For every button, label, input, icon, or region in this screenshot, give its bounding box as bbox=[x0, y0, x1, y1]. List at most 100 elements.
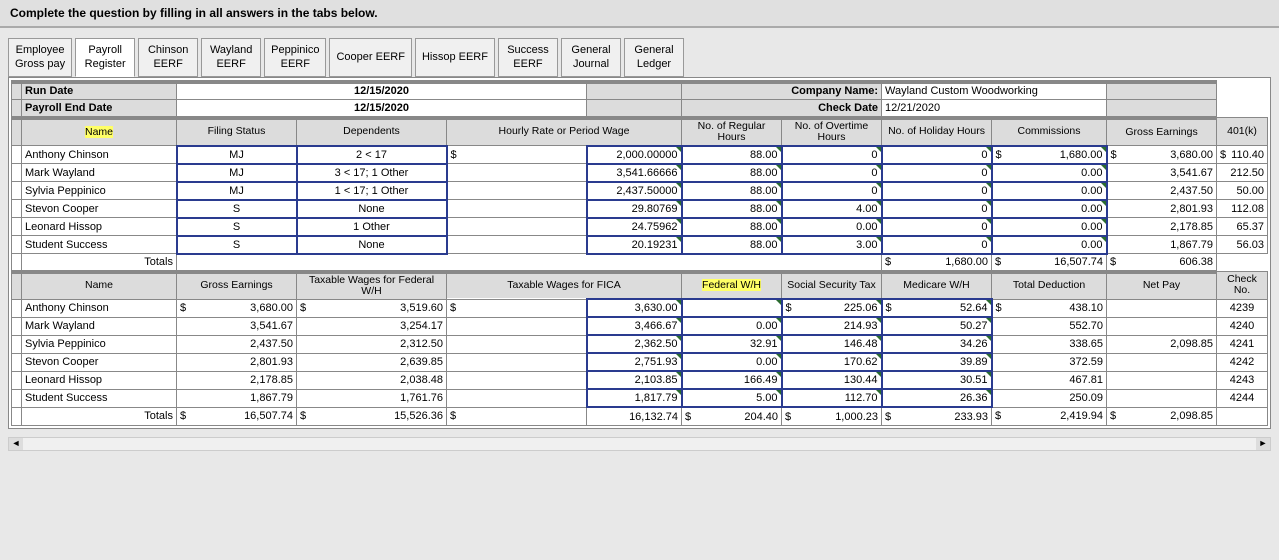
tab-4[interactable]: Peppinico EERF bbox=[264, 38, 326, 77]
t1-comm[interactable]: 0.00 bbox=[992, 200, 1107, 218]
tab-7[interactable]: Success EERF bbox=[498, 38, 558, 77]
t2-med[interactable]: 30.51 bbox=[882, 371, 992, 389]
tab-0[interactable]: Employee Gross pay bbox=[8, 38, 72, 77]
t2-fica[interactable]: 2,362.50 bbox=[587, 335, 682, 353]
t2-col-2: Taxable Wages for Federal W/H bbox=[297, 272, 447, 300]
federal-wh-highlight: Federal W/H bbox=[702, 279, 761, 291]
tab-5[interactable]: Cooper EERF bbox=[329, 38, 411, 77]
t1-ge: 3,541.67 bbox=[1107, 164, 1217, 182]
t2-fica[interactable]: 2,751.93 bbox=[587, 353, 682, 371]
tab-2[interactable]: Chinson EERF bbox=[138, 38, 198, 77]
t2-ss[interactable]: 214.93 bbox=[782, 317, 882, 335]
t1-wage[interactable]: 29.80769 bbox=[587, 200, 682, 218]
t1-wage[interactable]: 20.19231 bbox=[587, 236, 682, 254]
tab-6[interactable]: Hissop EERF bbox=[415, 38, 495, 77]
t2-fica[interactable]: 2,103.85 bbox=[587, 371, 682, 389]
t1-comm[interactable]: 0.00 bbox=[992, 182, 1107, 200]
t2-fwh[interactable]: 166.49 bbox=[682, 371, 782, 389]
tab-9[interactable]: General Ledger bbox=[624, 38, 684, 77]
t2-med[interactable]: 26.36 bbox=[882, 389, 992, 407]
t2-fwh[interactable]: 5.00 bbox=[682, 389, 782, 407]
tab-3[interactable]: Wayland EERF bbox=[201, 38, 261, 77]
t2-fwh[interactable]: 0.00 bbox=[682, 317, 782, 335]
t2-ss[interactable]: 112.70 bbox=[782, 389, 882, 407]
t2-ss[interactable]: 170.62 bbox=[782, 353, 882, 371]
t2-tw: 3,254.17 bbox=[297, 317, 447, 335]
t1-hol[interactable]: 0 bbox=[882, 200, 992, 218]
t2-med[interactable]: 50.27 bbox=[882, 317, 992, 335]
t1-ot[interactable]: 0 bbox=[782, 164, 882, 182]
t2-np bbox=[1107, 389, 1217, 407]
scroll-right-icon[interactable]: ► bbox=[1256, 438, 1270, 450]
t1-col-4: No. of Regular Hours bbox=[682, 118, 782, 146]
t1-ot[interactable]: 0.00 bbox=[782, 218, 882, 236]
t2-med[interactable]: 34.26 bbox=[882, 335, 992, 353]
t1-col-1: Filing Status bbox=[177, 118, 297, 146]
tab-8[interactable]: General Journal bbox=[561, 38, 621, 77]
t1-dep[interactable]: 3 < 17; 1 Other bbox=[297, 164, 447, 182]
t2-fica[interactable]: 3,466.67 bbox=[587, 317, 682, 335]
t2-fica[interactable]: 3,630.00 bbox=[587, 299, 682, 317]
t1-comm[interactable]: 0.00 bbox=[992, 218, 1107, 236]
t1-filing[interactable]: S bbox=[177, 218, 297, 236]
t2-td: $438.10 bbox=[992, 299, 1107, 317]
t1-hol[interactable]: 0 bbox=[882, 146, 992, 164]
t1-ot[interactable]: 0 bbox=[782, 182, 882, 200]
t1-reg[interactable]: 88.00 bbox=[682, 236, 782, 254]
t2-tw: 2,639.85 bbox=[297, 353, 447, 371]
t2-td: 372.59 bbox=[992, 353, 1107, 371]
t1-ot[interactable]: 3.00 bbox=[782, 236, 882, 254]
horizontal-scrollbar[interactable]: ◄ ► bbox=[8, 437, 1271, 451]
t1-filing[interactable]: MJ bbox=[177, 182, 297, 200]
t1-401k: 212.50 bbox=[1217, 164, 1268, 182]
t1-dep[interactable]: 2 < 17 bbox=[297, 146, 447, 164]
t1-name: Leonard Hissop bbox=[22, 218, 177, 236]
t2-ss[interactable]: 146.48 bbox=[782, 335, 882, 353]
tab-1[interactable]: Payroll Register bbox=[75, 38, 135, 77]
t1-reg[interactable]: 88.00 bbox=[682, 146, 782, 164]
t1-ot[interactable]: 0 bbox=[782, 146, 882, 164]
t2-chk: 4243 bbox=[1217, 371, 1268, 389]
t1-dep[interactable]: 1 < 17; 1 Other bbox=[297, 182, 447, 200]
t1-hol[interactable]: 0 bbox=[882, 218, 992, 236]
t1-wage[interactable]: 24.75962 bbox=[587, 218, 682, 236]
t1-comm[interactable]: $1,680.00 bbox=[992, 146, 1107, 164]
t1-filing[interactable]: S bbox=[177, 236, 297, 254]
t1-wage[interactable]: 2,437.50000 bbox=[587, 182, 682, 200]
t1-dep[interactable]: None bbox=[297, 200, 447, 218]
t1-hol[interactable]: 0 bbox=[882, 164, 992, 182]
t2-med[interactable]: $52.64 bbox=[882, 299, 992, 317]
t2-ss[interactable]: $225.06 bbox=[782, 299, 882, 317]
t1-401k: 50.00 bbox=[1217, 182, 1268, 200]
t2-ss[interactable]: 130.44 bbox=[782, 371, 882, 389]
t1-401k: 56.03 bbox=[1217, 236, 1268, 254]
t1-filing[interactable]: MJ bbox=[177, 164, 297, 182]
t1-dep[interactable]: None bbox=[297, 236, 447, 254]
scroll-left-icon[interactable]: ◄ bbox=[9, 438, 23, 450]
t1-reg[interactable]: 88.00 bbox=[682, 182, 782, 200]
t1-filing[interactable]: S bbox=[177, 200, 297, 218]
t1-col-7: Commissions bbox=[992, 118, 1107, 146]
t2-np bbox=[1107, 353, 1217, 371]
t1-wage[interactable]: 3,541.66666 bbox=[587, 164, 682, 182]
t1-reg[interactable]: 88.00 bbox=[682, 164, 782, 182]
t2-fwh[interactable] bbox=[682, 299, 782, 317]
t1-hol[interactable]: 0 bbox=[882, 182, 992, 200]
t1-comm[interactable]: 0.00 bbox=[992, 164, 1107, 182]
t2-fwh[interactable]: 0.00 bbox=[682, 353, 782, 371]
t1-wage[interactable]: 2,000.00000 bbox=[587, 146, 682, 164]
t1-dep[interactable]: 1 Other bbox=[297, 218, 447, 236]
t1-reg[interactable]: 88.00 bbox=[682, 200, 782, 218]
t1-comm[interactable]: 0.00 bbox=[992, 236, 1107, 254]
t2-tw: $3,519.60 bbox=[297, 299, 447, 317]
t2-ge: 2,437.50 bbox=[177, 335, 297, 353]
t2-fica[interactable]: 1,817.79 bbox=[587, 389, 682, 407]
t1-filing[interactable]: MJ bbox=[177, 146, 297, 164]
t1-name: Stevon Cooper bbox=[22, 200, 177, 218]
t2-fwh[interactable]: 32.91 bbox=[682, 335, 782, 353]
t2-name: Sylvia Peppinico bbox=[22, 335, 177, 353]
t1-hol[interactable]: 0 bbox=[882, 236, 992, 254]
t1-reg[interactable]: 88.00 bbox=[682, 218, 782, 236]
t1-ot[interactable]: 4.00 bbox=[782, 200, 882, 218]
t2-med[interactable]: 39.89 bbox=[882, 353, 992, 371]
